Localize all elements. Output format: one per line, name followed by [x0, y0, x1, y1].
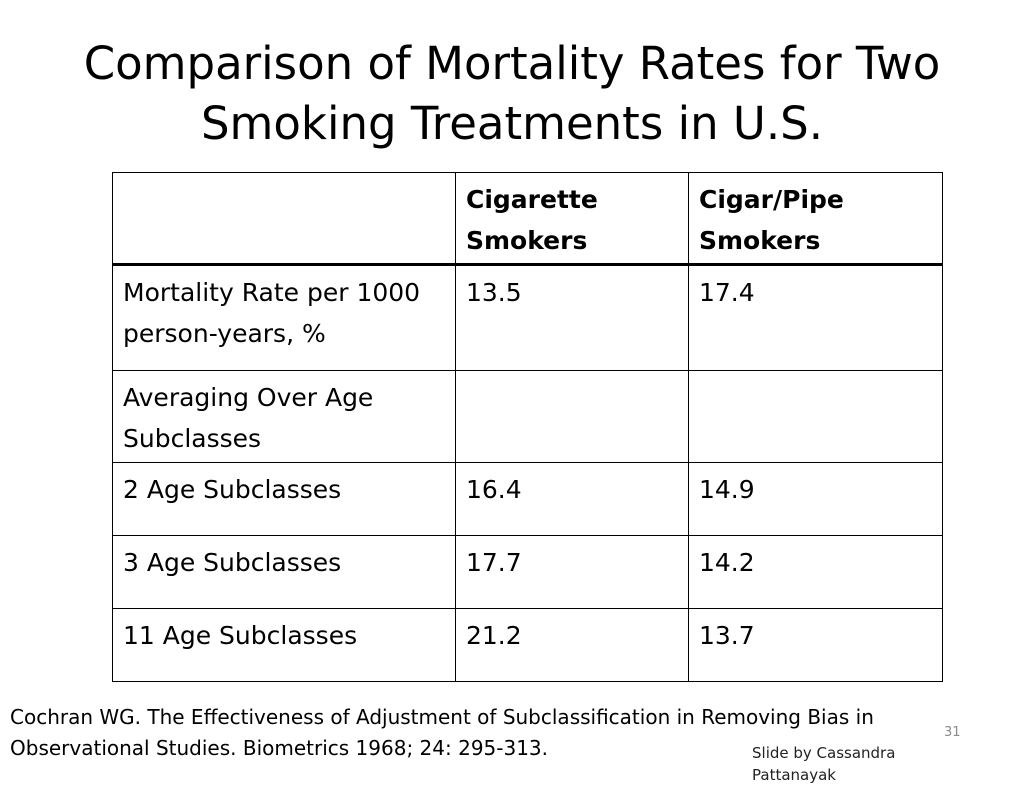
row-label: 2 Age Subclasses [112, 462, 456, 536]
citation: Cochran WG. The Effectiveness of Adjustm… [10, 702, 940, 764]
page-number: 31 [944, 725, 961, 740]
citation-line-1: Cochran WG. The Effectiveness of Adjustm… [10, 705, 874, 729]
citation-line-2: Observational Studies. Biometrics 1968; … [10, 736, 549, 760]
row-label: Mortality Rate per 1000 person-years, % [112, 264, 456, 371]
slide-title: Comparison of Mortality Rates for Two Sm… [0, 34, 1024, 154]
table-row: Mortality Rate per 1000 person-years, % … [112, 264, 943, 371]
cigarette-value: 16.4 [455, 462, 689, 536]
cigar-pipe-value: 13.7 [688, 608, 943, 682]
title-line-1: Comparison of Mortality Rates for Two [83, 37, 941, 90]
mortality-table: Cigarette Smokers Cigar/Pipe Smokers Mor… [112, 172, 943, 682]
row-label: 3 Age Subclasses [112, 535, 456, 609]
header-cell-cigarette-smokers: Cigarette Smokers [455, 172, 689, 266]
cigarette-value: 13.5 [455, 264, 689, 371]
cigar-pipe-value: 14.2 [688, 535, 943, 609]
header-row: Cigarette Smokers Cigar/Pipe Smokers [112, 172, 943, 266]
cigarette-value [455, 370, 689, 463]
cigarette-value: 21.2 [455, 608, 689, 682]
cigarette-value: 17.7 [455, 535, 689, 609]
row-label: 11 Age Subclasses [112, 608, 456, 682]
cigar-pipe-value: 17.4 [688, 264, 943, 371]
table-row: Averaging Over Age Subclasses [112, 370, 943, 463]
cigar-pipe-value: 14.9 [688, 462, 943, 536]
table-row: 3 Age Subclasses 17.7 14.2 [112, 535, 943, 609]
table-row: 2 Age Subclasses 16.4 14.9 [112, 462, 943, 536]
header-cell-cigar-pipe-smokers: Cigar/Pipe Smokers [688, 172, 943, 266]
row-label: Averaging Over Age Subclasses [112, 370, 456, 463]
table-row: 11 Age Subclasses 21.2 13.7 [112, 608, 943, 682]
title-line-2: Smoking Treatments in U.S. [200, 97, 824, 150]
cigar-pipe-value [688, 370, 943, 463]
slide-credit: Slide by Cassandra Pattanayak [752, 744, 896, 784]
header-cell-empty [112, 172, 456, 266]
